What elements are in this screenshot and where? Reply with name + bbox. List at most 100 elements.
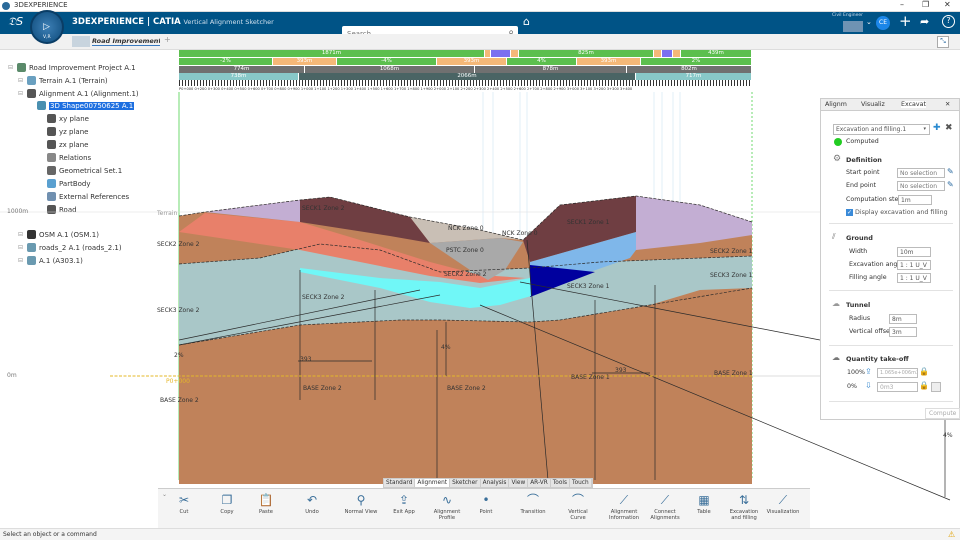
tree-node[interactable]: 3D Shape00750625 A.1 [28,101,135,110]
help-icon[interactable]: ? [942,15,955,28]
tab-alignment[interactable]: Alignm [825,101,847,108]
toolbar-tab[interactable]: Sketcher [450,479,481,487]
excavation-angle-field[interactable]: 1 : 1 U_V [897,260,931,270]
compute-button[interactable]: Compute [925,408,960,419]
tree-node[interactable]: xy plane [38,114,89,123]
band-segment[interactable]: 4% [507,58,577,65]
radius-field[interactable]: 8m [889,314,917,324]
tool-button[interactable]: ⚲ Normal View [343,492,379,515]
band-segment[interactable]: 393m [273,58,337,65]
display-checkbox[interactable]: ✓ [846,209,853,216]
feature-select[interactable]: Excavation and filling.1 ▾ [833,124,930,135]
pick-icon[interactable]: ✎ [947,167,954,176]
start-point-field[interactable]: No selection [897,168,945,178]
close-button[interactable]: ✕ [944,0,951,9]
tool-button[interactable]: ⇪ Exit App [386,492,422,515]
band-segment[interactable]: -4% [337,58,437,65]
search-icon[interactable]: ⌕ [508,27,514,38]
options-button[interactable] [931,382,941,392]
tree-node[interactable]: ⊟ Road Improvement Project A.1 [8,63,136,72]
toolbar-tab[interactable]: Analysis [481,479,510,487]
band-segment[interactable] [673,50,681,57]
toolbar-tab[interactable]: AR-VR [528,479,551,487]
band-segment[interactable] [654,50,662,57]
tree-node[interactable]: ⊟ OSM A.1 (OSM.1) [18,230,99,239]
toolbar-tab[interactable]: Tools [551,479,571,487]
tool-button[interactable]: ⌒ Transition [515,492,551,515]
pick-icon[interactable]: ✎ [947,180,954,189]
band-segment[interactable]: 774m [179,66,305,73]
tool-button[interactable]: ⟋ Alignment Information [606,492,642,521]
tool-button[interactable]: ⟋ Visualization [765,492,801,515]
tool-button[interactable]: ❐ Copy [209,492,245,515]
tool-button[interactable]: 📋 Paste [248,492,284,515]
band-segment[interactable]: 738m [179,73,299,80]
expand-icon[interactable]: ⊟ [8,64,14,71]
plus-icon[interactable]: + [899,12,912,30]
delete-feature-icon[interactable]: ✖ [945,123,953,133]
tab-road-improvement[interactable]: Road Improvement P [92,37,160,46]
chevron-down-icon[interactable]: ⌄ [866,18,872,26]
toolbar-tab[interactable]: Alignment [415,479,451,487]
warning-icon[interactable]: ⚠ [948,530,956,539]
tree-node[interactable]: Geometrical Set.1 [38,166,122,175]
expand-icon[interactable]: ⊟ [18,244,24,251]
expand-icon[interactable]: ⊟ [18,257,24,264]
vertical-offset-field[interactable]: 3m [889,327,917,337]
band-segment[interactable]: 2066m [299,73,636,80]
lock-icon[interactable]: 🔒 [919,367,929,376]
tool-button[interactable]: ↶ Undo [294,492,330,515]
end-point-field[interactable]: No selection [897,181,945,191]
lock-icon[interactable]: 🔒 [919,381,929,390]
add-feature-icon[interactable]: ✚ [933,123,941,133]
compass-widget[interactable]: ▷ V,R [30,10,64,44]
role-label[interactable]: Civil Engineer [832,13,864,18]
band-segment[interactable]: 439m [681,50,752,57]
expand-icon[interactable]: ⊟ [18,77,24,84]
collapse-icon[interactable]: ⤡ [937,36,949,48]
tool-button[interactable]: ⇅ Excavation and filling [726,492,762,521]
user-avatar[interactable]: CE [876,16,890,30]
tree-node[interactable]: Road [38,205,77,214]
tree-node[interactable]: ⊟ roads_2 A.1 (roads_2.1) [18,243,122,252]
tree-node[interactable]: ⊟ A.1 (A303.1) [18,256,83,265]
tree-node[interactable]: External References [38,192,129,201]
band-segment[interactable]: 2% [641,58,752,65]
toolbar-tab[interactable]: View [509,479,529,487]
share-icon[interactable]: ➦ [920,15,930,28]
tool-button[interactable]: ∿ Alignment Profile [429,492,465,521]
tree-node[interactable]: ⊟ Terrain A.1 (Terrain) [18,76,108,85]
band-segment[interactable]: 1871m [179,50,485,57]
band-segment[interactable] [662,50,673,57]
band-segment[interactable]: 393m [437,58,507,65]
band-segment[interactable] [511,50,519,57]
panel-close-icon[interactable]: ✕ [945,101,951,108]
tree-node[interactable]: Relations [38,153,91,162]
band-segment[interactable]: 878m [475,66,627,73]
toolbar-tab[interactable]: Standard [384,479,416,487]
minimize-button[interactable]: – [900,0,904,9]
tab-excavation[interactable]: Excavat [901,101,926,108]
tool-button[interactable]: • Point [468,492,504,515]
band-segment[interactable]: 717m [636,73,752,80]
band-segment[interactable]: -2% [179,58,273,65]
filling-angle-field[interactable]: 1 : 1 U_V [897,273,931,283]
profile-canvas[interactable]: 1871m 825m 439m -2% 393m -4% 393m 4% 393m 2% 774… [170,50,820,528]
tool-button[interactable]: ✂ Cut [166,492,202,515]
band-segment[interactable]: 825m [519,50,654,57]
width-field[interactable]: 10m [897,247,931,257]
tool-button[interactable]: ⟋ Connect Alignments [647,492,683,521]
restore-button[interactable]: ❐ [922,0,930,9]
band-segment[interactable]: 802m [627,66,752,73]
tab-visualization[interactable]: Visualiz [861,101,885,108]
computation-step-field[interactable]: 1m [898,195,932,205]
band-segment[interactable] [491,50,511,57]
band-segment[interactable]: 1068m [305,66,475,73]
add-tab-button[interactable]: + [164,35,171,44]
tag-icon[interactable]: ⌂ [523,15,530,28]
band-segment[interactable]: 393m [577,58,641,65]
toolbar-tab[interactable]: Touch [570,479,592,487]
band-segment[interactable] [485,50,491,57]
expand-icon[interactable]: ⊟ [18,231,24,238]
expand-toolbar-icon[interactable]: ⌄ [162,491,168,498]
